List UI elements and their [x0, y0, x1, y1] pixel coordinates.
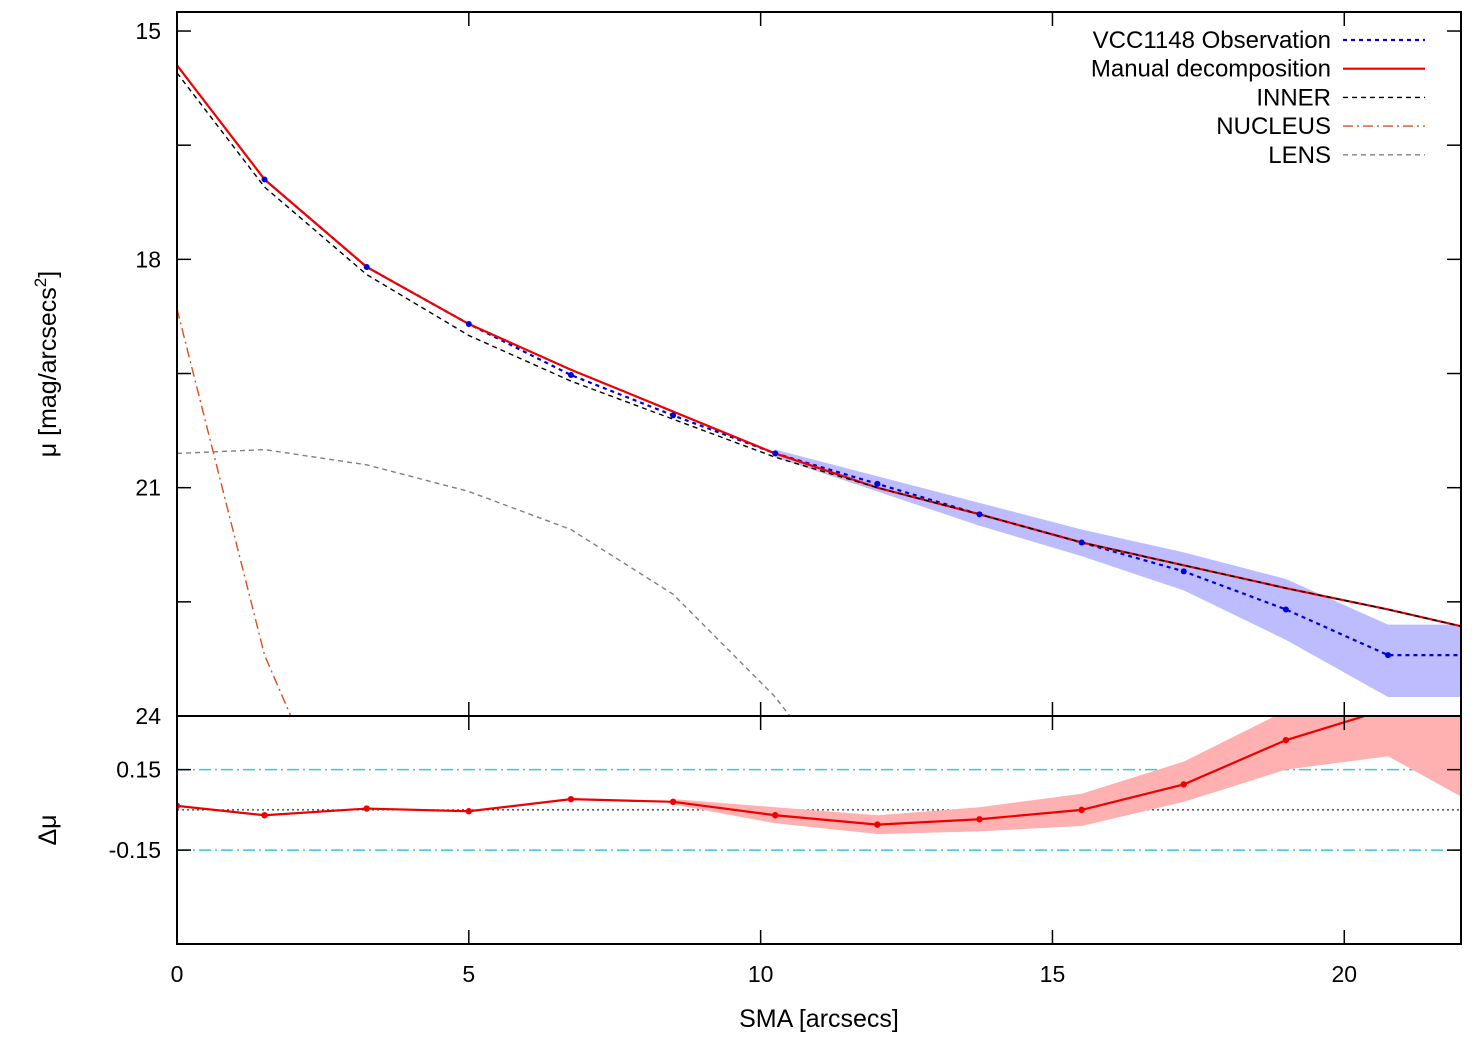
data-point-vcc1148-observation	[1078, 539, 1085, 546]
data-point-vcc1148-observation	[567, 372, 574, 379]
y-tick-label: 18	[135, 246, 161, 272]
y-tick-label: 24	[135, 703, 161, 729]
data-point-vcc1148-observation	[874, 480, 881, 487]
residual-point	[874, 821, 881, 828]
x-tick-label: 5	[462, 961, 475, 987]
residual-band	[673, 716, 1461, 835]
y-axis-label-bottom: Δμ	[34, 814, 62, 845]
data-point-vcc1148-observation	[363, 263, 370, 270]
data-point-vcc1148-observation	[465, 321, 472, 328]
band-vcc1148-observation-uncertainty	[775, 449, 1461, 697]
y-axis-label-top: μ [mag/arcsecs2]	[31, 271, 62, 457]
data-point-vcc1148-observation	[772, 450, 779, 457]
y-tick-label: 15	[135, 18, 161, 44]
data-point-vcc1148-observation	[1180, 568, 1187, 575]
label-tail: ]	[34, 271, 62, 278]
residual-point	[1282, 736, 1290, 744]
data-point-vcc1148-observation	[670, 412, 677, 419]
x-axis-label: SMA [arcsecs]	[739, 1005, 899, 1033]
residual-point	[363, 805, 370, 812]
residual-point	[976, 816, 983, 823]
residual-point	[567, 795, 575, 803]
superscript: 2	[31, 278, 50, 287]
series-line-nucleus	[177, 308, 292, 716]
y-tick-label: -0.15	[109, 837, 161, 863]
legend-label: Manual decomposition	[1091, 56, 1331, 83]
residual-point	[465, 808, 473, 815]
data-point-vcc1148-observation	[1282, 606, 1289, 613]
bottom-panel-frame	[176, 715, 1462, 945]
legend-label: VCC1148 Observation	[1093, 27, 1331, 54]
legend-label: NUCLEUS	[1216, 113, 1331, 140]
data-point-vcc1148-observation	[261, 176, 268, 183]
series-line-lens	[177, 448, 791, 716]
residual-point	[261, 812, 268, 819]
data-point-vcc1148-observation	[1385, 652, 1392, 659]
data-point-vcc1148-observation	[976, 511, 983, 518]
x-tick-label: 20	[1331, 961, 1357, 987]
y-tick-label: 21	[135, 475, 161, 501]
series-line-inner	[177, 72, 1461, 627]
y-tick-label: 0.15	[116, 757, 161, 783]
legend-label: INNER	[1256, 84, 1331, 111]
x-tick-label: 15	[1040, 961, 1066, 987]
legend-label: LENS	[1268, 142, 1331, 169]
x-tick-label: 0	[171, 961, 184, 987]
residual-point	[1078, 806, 1085, 814]
residual-point	[1180, 781, 1187, 788]
residual-point	[669, 798, 677, 806]
residual-point	[772, 812, 779, 819]
x-tick-label: 10	[748, 961, 774, 987]
